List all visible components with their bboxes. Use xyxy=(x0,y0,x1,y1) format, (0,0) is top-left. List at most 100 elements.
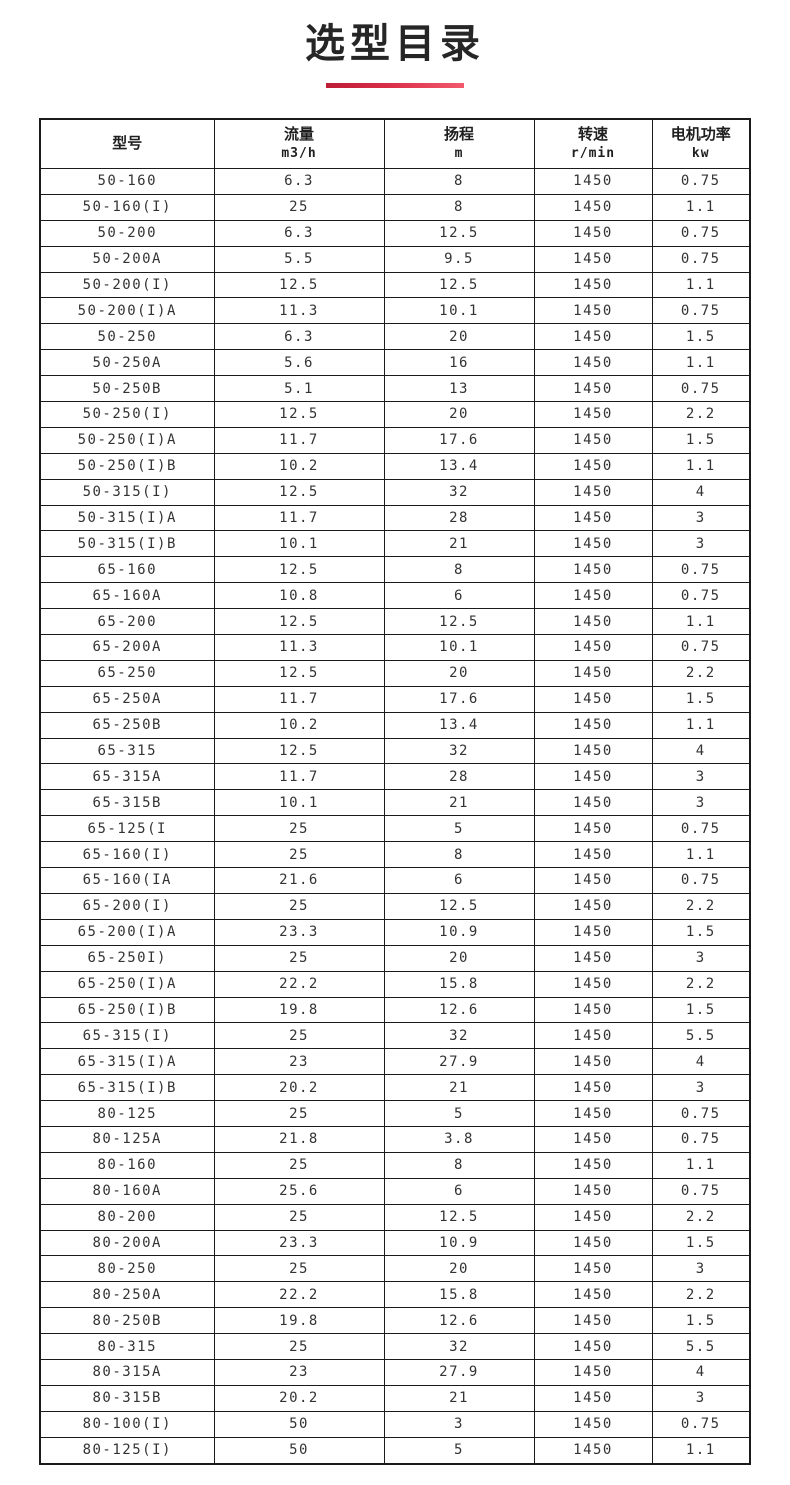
header-speed: 转速 r/min xyxy=(533,118,653,169)
head-cell: 15.8 xyxy=(383,970,535,998)
head-cell: 21 xyxy=(383,530,535,558)
speed-cell: 1450 xyxy=(533,375,653,403)
head-cell: 32 xyxy=(383,1333,535,1360)
flow-cell: 12.5 xyxy=(213,478,385,506)
flow-cell: 11.3 xyxy=(213,634,385,661)
flow-cell: 25 xyxy=(213,193,385,221)
model-cell: 80-200 xyxy=(39,1203,215,1231)
speed-cell: 1450 xyxy=(533,815,653,843)
flow-cell: 12.5 xyxy=(213,608,385,636)
speed-cell: 1450 xyxy=(533,1281,653,1309)
table-row: 80-160 25 8 1450 1.1 xyxy=(39,1151,751,1179)
power-cell: 1.5 xyxy=(651,1307,751,1335)
table-header: 型号 流量 m3/h 扬程 m 转速 r/min 电机功率 kw xyxy=(39,118,751,169)
power-cell: 2.2 xyxy=(651,1281,751,1309)
power-cell: 0.75 xyxy=(651,867,751,894)
power-cell: 3 xyxy=(651,530,751,558)
model-cell: 65-160(I) xyxy=(39,841,215,869)
flow-cell: 25 xyxy=(213,841,385,869)
head-cell: 8 xyxy=(383,1151,535,1179)
speed-cell: 1450 xyxy=(533,193,653,221)
speed-cell: 1450 xyxy=(533,168,653,195)
head-cell: 12.5 xyxy=(383,271,535,299)
table-row: 65-160 12.5 8 1450 0.75 xyxy=(39,556,751,584)
speed-cell: 1450 xyxy=(533,608,653,636)
speed-cell: 1450 xyxy=(533,1203,653,1231)
head-cell: 17.6 xyxy=(383,426,535,454)
table-row: 50-160 6.3 8 1450 0.75 xyxy=(39,168,751,195)
table-row: 80-315 25 32 1450 5.5 xyxy=(39,1333,751,1360)
header-flow: 流量 m3/h xyxy=(213,118,385,169)
head-cell: 20 xyxy=(383,1255,535,1283)
head-cell: 10.1 xyxy=(383,297,535,325)
head-cell: 28 xyxy=(383,504,535,532)
header-flow-label: 流量 xyxy=(283,126,314,144)
speed-cell: 1450 xyxy=(533,530,653,558)
head-cell: 20 xyxy=(383,659,535,687)
head-cell: 6 xyxy=(383,867,535,894)
speed-cell: 1450 xyxy=(533,1410,653,1438)
header-head-unit: m xyxy=(454,146,464,162)
speed-cell: 1450 xyxy=(533,1125,653,1153)
model-cell: 50-315(I)B xyxy=(39,530,215,558)
flow-cell: 12.5 xyxy=(213,271,385,299)
table-row: 50-315(I) 12.5 32 1450 4 xyxy=(39,478,751,506)
header-speed-unit: r/min xyxy=(570,146,616,162)
model-cell: 65-160 xyxy=(39,556,215,584)
power-cell: 2.2 xyxy=(651,970,751,998)
speed-cell: 1450 xyxy=(533,323,653,351)
model-cell: 80-250A xyxy=(39,1281,215,1309)
power-cell: 4 xyxy=(651,1358,751,1386)
model-cell: 65-250(I)A xyxy=(39,970,215,998)
power-cell: 1.1 xyxy=(651,452,751,480)
power-cell: 5.5 xyxy=(651,1022,751,1050)
model-cell: 65-250(I)B xyxy=(39,996,215,1024)
head-cell: 21 xyxy=(383,789,535,817)
speed-cell: 1450 xyxy=(533,944,653,972)
flow-cell: 23.3 xyxy=(213,1229,385,1257)
table-row: 65-315 12.5 32 1450 4 xyxy=(39,737,751,765)
table-row: 65-200(I) 25 12.5 1450 2.2 xyxy=(39,892,751,920)
selection-catalog-table: 型号 流量 m3/h 扬程 m 转速 r/min 电机功率 kw 50-160 6… xyxy=(39,118,751,1465)
table-row: 50-200 6.3 12.5 1450 0.75 xyxy=(39,219,751,247)
model-cell: 80-125 xyxy=(39,1100,215,1127)
flow-cell: 11.7 xyxy=(213,685,385,713)
head-cell: 8 xyxy=(383,193,535,221)
speed-cell: 1450 xyxy=(533,1307,653,1335)
model-cell: 65-250 xyxy=(39,659,215,687)
flow-cell: 10.1 xyxy=(213,530,385,558)
flow-cell: 25 xyxy=(213,1333,385,1360)
flow-cell: 5.1 xyxy=(213,375,385,403)
power-cell: 0.75 xyxy=(651,1125,751,1153)
speed-cell: 1450 xyxy=(533,1074,653,1102)
table-row: 65-160(I) 25 8 1450 1.1 xyxy=(39,841,751,869)
flow-cell: 6.3 xyxy=(213,168,385,195)
speed-cell: 1450 xyxy=(533,1151,653,1179)
header-row: 型号 流量 m3/h 扬程 m 转速 r/min 电机功率 kw xyxy=(39,118,751,169)
model-cell: 80-250 xyxy=(39,1255,215,1283)
speed-cell: 1450 xyxy=(533,970,653,998)
header-model-label: 型号 xyxy=(112,134,143,152)
flow-cell: 19.8 xyxy=(213,1307,385,1335)
power-cell: 0.75 xyxy=(651,219,751,247)
model-cell: 80-315A xyxy=(39,1358,215,1386)
flow-cell: 25 xyxy=(213,1022,385,1050)
model-cell: 80-125(I) xyxy=(39,1436,215,1465)
flow-cell: 25.6 xyxy=(213,1177,385,1205)
model-cell: 65-125(I xyxy=(39,815,215,843)
model-cell: 80-160 xyxy=(39,1151,215,1179)
table-body: 50-160 6.3 8 1450 0.75 50-160(I) 25 8 1450 1.1 50-… xyxy=(39,168,751,1465)
speed-cell: 1450 xyxy=(533,996,653,1024)
head-cell: 6 xyxy=(383,1177,535,1205)
flow-cell: 5.6 xyxy=(213,349,385,377)
header-power-unit: kw xyxy=(691,146,710,162)
speed-cell: 1450 xyxy=(533,763,653,791)
power-cell: 2.2 xyxy=(651,401,751,428)
head-cell: 21 xyxy=(383,1384,535,1412)
table-row: 80-250A 22.2 15.8 1450 2.2 xyxy=(39,1281,751,1309)
speed-cell: 1450 xyxy=(533,504,653,532)
power-cell: 1.5 xyxy=(651,323,751,351)
model-cell: 50-160 xyxy=(39,168,215,195)
power-cell: 4 xyxy=(651,1048,751,1076)
power-cell: 0.75 xyxy=(651,1410,751,1438)
